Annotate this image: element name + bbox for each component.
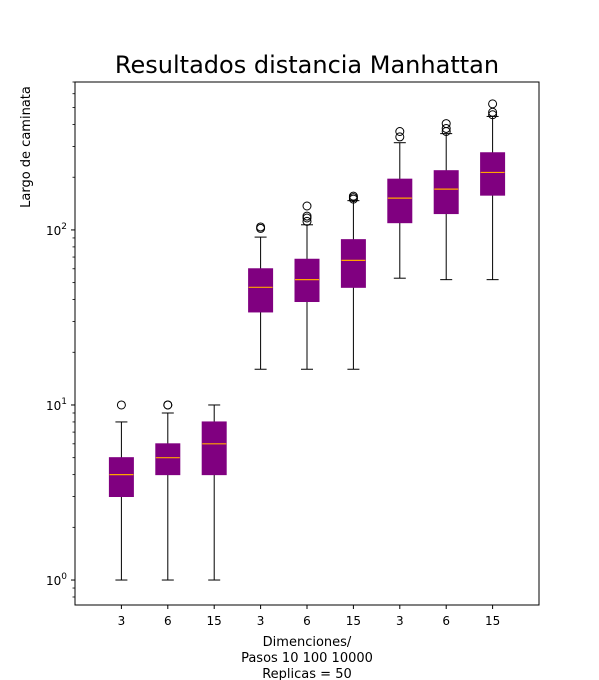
- x-tick-label: 15: [485, 614, 500, 628]
- outlier-point: [441, 119, 451, 129]
- x-axis-label-line-3: Replicas = 50: [262, 667, 352, 680]
- x-axis-label-line-1: Dimenciones/: [263, 635, 352, 650]
- outlier-point: [302, 211, 312, 221]
- box: [387, 178, 413, 224]
- outlier-point: [163, 400, 173, 410]
- y-tick-label: 102: [46, 222, 67, 238]
- outlier-point: [348, 191, 358, 201]
- box: [108, 457, 134, 498]
- outlier-point: [488, 110, 498, 120]
- outlier-point: [116, 400, 126, 410]
- box: [201, 421, 227, 476]
- outlier-point: [395, 132, 405, 142]
- plot-frame: [74, 81, 540, 606]
- box: [340, 239, 366, 288]
- x-tick-label: 6: [442, 614, 450, 628]
- x-tick-label: 3: [257, 614, 265, 628]
- x-axis-label-line-2: Pasos 10 100 10000: [241, 651, 373, 666]
- y-tick-label: 101: [46, 397, 67, 413]
- outlier-point: [441, 123, 451, 133]
- x-tick-label: 3: [396, 614, 404, 628]
- outlier-point: [256, 222, 266, 232]
- outlier-point: [488, 99, 498, 109]
- x-tick-label: 15: [346, 614, 361, 628]
- plot-area: 100 101 102 3 6 15 3 6 15 3 6 15: [46, 81, 540, 628]
- outlier-point: [395, 127, 405, 137]
- box: [155, 443, 181, 476]
- outlier-point: [302, 201, 312, 211]
- x-tick-label: 6: [164, 614, 172, 628]
- box: [480, 152, 506, 196]
- x-tick-label: 6: [303, 614, 311, 628]
- box: [294, 258, 320, 303]
- x-tick-label: 3: [118, 614, 126, 628]
- chart-title: Resultados distancia Manhattan: [115, 51, 499, 79]
- x-tick-label: 15: [207, 614, 222, 628]
- outlier-point: [302, 216, 312, 226]
- y-tick-label: 100: [46, 572, 67, 588]
- y-axis-label: Largo de caminata: [19, 86, 34, 208]
- box: [248, 268, 274, 313]
- box: [433, 170, 459, 215]
